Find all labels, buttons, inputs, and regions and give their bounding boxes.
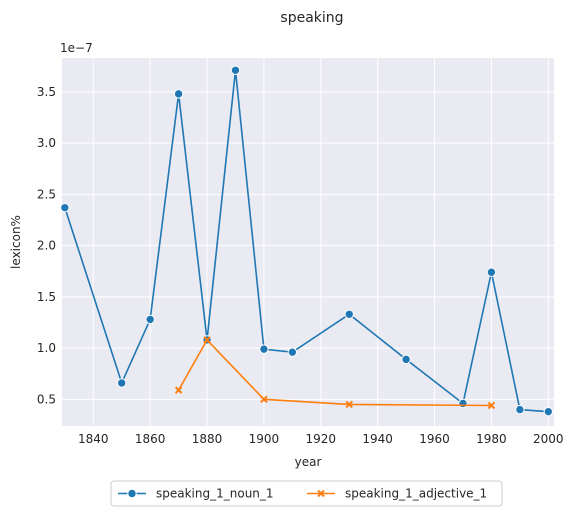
data-point bbox=[60, 202, 70, 213]
y-tick-label: 0.5 bbox=[37, 392, 56, 406]
y-tick-label: 3.0 bbox=[37, 136, 56, 150]
data-point bbox=[515, 404, 525, 415]
data-point bbox=[259, 344, 269, 354]
data-point bbox=[173, 89, 184, 99]
data-point bbox=[486, 267, 497, 277]
axis-labels: 1840 1860 1880 1900 1920 1940 1960 1980 2000 0.5 1… bbox=[37, 85, 564, 446]
data-point bbox=[543, 406, 554, 417]
grid-lines bbox=[62, 58, 554, 426]
legend-box bbox=[110, 480, 503, 507]
series-layer bbox=[60, 65, 554, 417]
data-point bbox=[458, 398, 468, 409]
data-point bbox=[287, 347, 298, 357]
y-tick-label: 3.5 bbox=[37, 85, 56, 99]
legend-marker-speaking_1_adjective_1 bbox=[317, 489, 325, 498]
series-line-speaking_1_noun_1 bbox=[64, 70, 549, 413]
y-tick-label: 2.5 bbox=[37, 187, 56, 201]
y-tick-label: 2.0 bbox=[37, 239, 56, 253]
x-tick-label: 2000 bbox=[533, 432, 564, 446]
x-tick-label: 1880 bbox=[192, 432, 223, 446]
series-speaking_1_adjective_1 bbox=[174, 336, 496, 410]
data-point bbox=[401, 354, 411, 365]
y-tick-label: 1.5 bbox=[37, 290, 56, 304]
y-axis-offset-label: 1e−7 bbox=[60, 41, 93, 55]
data-point bbox=[203, 336, 211, 344]
series-speaking_1_noun_1 bbox=[60, 65, 554, 417]
legend-marker-speaking_1_noun_1 bbox=[127, 488, 137, 499]
x-tick-label: 1940 bbox=[362, 432, 393, 446]
data-point bbox=[117, 378, 127, 388]
x-axis-label: year bbox=[295, 455, 322, 469]
data-point bbox=[260, 395, 268, 404]
data-point bbox=[345, 400, 353, 409]
legend-label: speaking_1_noun_1 bbox=[156, 487, 274, 501]
x-tick-label: 1860 bbox=[135, 432, 166, 446]
x-tick-label: 1900 bbox=[249, 432, 280, 446]
x-tick-label: 1980 bbox=[476, 432, 507, 446]
data-point bbox=[174, 386, 183, 394]
data-point bbox=[344, 309, 354, 319]
data-point bbox=[230, 65, 241, 76]
x-tick-label: 1960 bbox=[419, 432, 450, 446]
chart-title: speaking bbox=[280, 10, 343, 26]
data-point bbox=[145, 314, 155, 325]
legend-label: speaking_1_adjective_1 bbox=[345, 487, 487, 501]
y-tick-label: 1.0 bbox=[37, 341, 56, 355]
plot-area bbox=[62, 58, 554, 426]
legend: speaking_1_noun_1 speaking_1_adjective_1 bbox=[110, 480, 503, 507]
y-axis-label: lexicon% bbox=[9, 215, 23, 269]
x-tick-label: 1840 bbox=[78, 432, 109, 446]
x-tick-label: 1920 bbox=[306, 432, 337, 446]
data-point bbox=[487, 401, 496, 410]
